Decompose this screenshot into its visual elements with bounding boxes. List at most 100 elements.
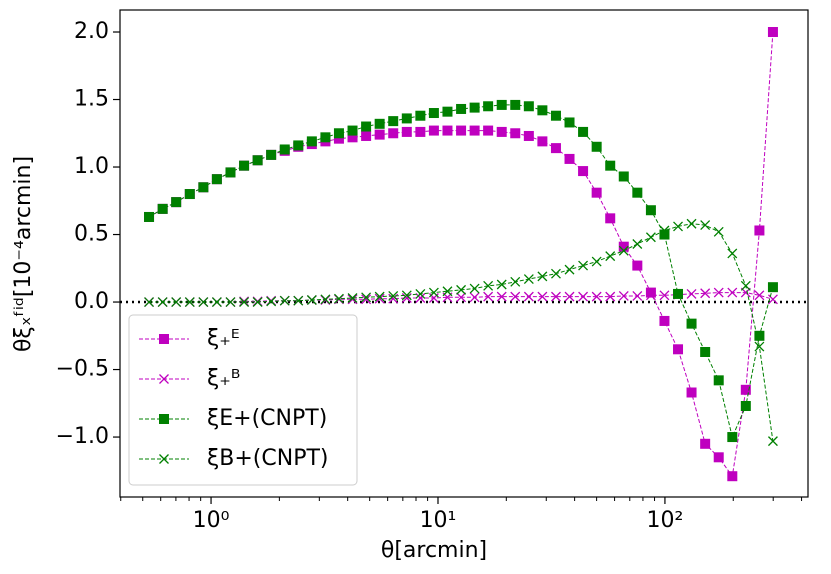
marker-square [550,110,561,121]
marker-x [659,225,670,236]
marker-square [469,125,480,136]
marker-square [673,344,684,355]
marker-x [157,297,168,307]
marker-square [252,155,263,166]
marker-x [523,274,534,285]
marker-x [564,264,575,275]
marker-square [618,241,629,252]
marker-square [645,287,656,298]
marker-x [469,283,480,294]
marker-x [727,287,738,298]
marker-square [645,205,656,216]
marker-square [496,126,507,137]
marker-square [293,140,304,151]
marker-square [686,387,697,398]
marker-x [211,297,222,307]
marker-square [442,125,453,136]
marker-x [279,295,290,306]
y-tick-label: 2.0 [74,19,109,44]
marker-square [700,438,711,449]
marker-square [591,141,602,152]
marker-square [483,101,494,112]
marker-x [252,297,263,307]
marker-square [171,197,182,208]
marker-square [578,126,589,137]
marker-x [727,248,738,259]
marker-square [632,187,643,198]
marker-square [564,153,575,164]
marker-x [320,294,331,305]
marker-square [740,384,751,395]
marker-x [632,291,643,301]
legend-label: ξ₊ᴮ [207,366,240,391]
marker-square [347,132,358,143]
marker-square [333,133,344,144]
marker-x [686,218,697,229]
marker-square [388,116,399,127]
marker-square [591,187,602,198]
marker-square [266,149,277,160]
y-tick-label: −1.0 [56,424,109,449]
marker-square [537,136,548,147]
marker-square [727,432,738,443]
marker-x [442,286,453,297]
marker-square [767,282,778,293]
marker-x [184,297,195,307]
marker-x [537,291,548,302]
marker-square [618,171,629,182]
marker-square [700,346,711,357]
marker-x [605,291,616,302]
marker-x [618,245,629,256]
marker-square [754,330,765,341]
y-tick-label: 0.0 [74,289,109,314]
marker-x [510,291,521,302]
marker-x [401,290,412,301]
marker-square [537,105,548,116]
marker-x [591,291,602,302]
marker-square [401,113,412,124]
marker-x [415,288,426,299]
marker-x [645,232,656,243]
marker-square [578,166,589,177]
marker-x [483,291,494,302]
marker-x [659,290,670,301]
marker-square [550,143,561,154]
marker-square [754,225,765,236]
marker-x [198,297,209,307]
marker-x [686,288,697,299]
marker-square [361,130,372,141]
legend-label: ξE+(CNPT) [207,406,327,431]
marker-square [361,121,372,132]
marker-x [700,220,711,231]
marker-x [361,292,372,303]
x-tick-label: 10² [647,508,684,533]
marker-square [523,130,534,141]
marker-square [483,125,494,136]
marker-square [632,260,643,271]
marker-x [428,287,439,298]
marker-x [333,293,344,304]
marker-x [239,297,250,307]
marker-square [333,128,344,139]
marker-x [618,291,629,301]
marker-square [767,27,778,38]
marker-square [510,99,521,110]
marker-square [279,144,290,155]
marker-x [632,239,643,249]
marker-x [347,293,358,303]
marker-square [456,125,467,136]
marker-x [225,297,236,307]
marker-square [415,110,426,121]
marker-x [456,292,467,303]
legend-label: ξB+(CNPT) [207,446,328,471]
marker-square [428,108,439,119]
marker-x [496,291,507,302]
marker-x [673,221,683,232]
marker-x [347,294,358,305]
marker-x [551,268,561,279]
marker-x [700,288,711,299]
y-tick-label: 1.0 [74,154,109,179]
marker-x [469,292,480,303]
x-tick-label: 10⁰ [193,508,230,533]
